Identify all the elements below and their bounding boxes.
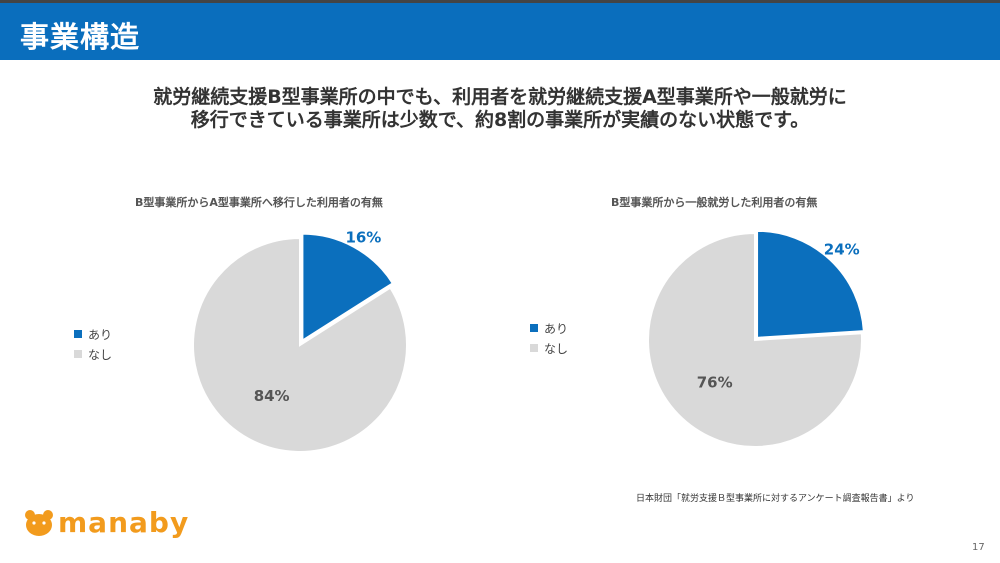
pie-slice-no	[647, 231, 863, 448]
pie-slice-yes	[756, 229, 865, 339]
chart-1-pie: 16% 84%	[192, 229, 408, 453]
legend-item-yes: あり	[530, 318, 568, 338]
subtitle-line-2: 移行できている事業所は少数で、約8割の事業所が実績のない状態です。	[190, 109, 810, 131]
page-number: 17	[972, 542, 985, 553]
legend-swatch-no	[530, 344, 538, 352]
brand-logo: manaby	[24, 506, 189, 539]
legend-label-yes: あり	[544, 321, 569, 336]
data-label-yes: 16%	[345, 229, 381, 247]
top-border	[0, 0, 1000, 3]
data-label-yes: 24%	[824, 241, 860, 259]
legend-label-no: なし	[544, 341, 569, 356]
legend-swatch-no	[74, 350, 82, 358]
source-note: 日本財団「就労支援Ｂ型事業所に対するアンケート調査報告書」より	[636, 494, 915, 504]
subtitle: 就労継続支援B型事業所の中でも、利用者を就労継続支援A型事業所や一般就労に 移行…	[60, 86, 940, 132]
bear-icon	[25, 509, 53, 536]
chart-2-pie: 24% 76%	[647, 229, 865, 448]
chart-1-legend: あり なし	[74, 324, 112, 364]
chart-2-legend: あり なし	[530, 318, 568, 358]
data-label-no: 76%	[697, 373, 733, 391]
legend-item-yes: あり	[74, 324, 112, 344]
legend-item-no: なし	[530, 338, 568, 358]
header-bar: 事業構造	[0, 3, 1000, 60]
chart-1-title: B型事業所からA型事業所へ移行した利用者の有無	[135, 196, 383, 209]
legend-label-yes: あり	[88, 327, 113, 342]
data-label-no: 84%	[254, 387, 290, 405]
subtitle-line-1: 就労継続支援B型事業所の中でも、利用者を就労継続支援A型事業所や一般就労に	[153, 86, 847, 108]
legend-label-no: なし	[88, 347, 113, 362]
legend-swatch-yes	[74, 330, 82, 338]
pie-slice-no	[192, 236, 408, 453]
legend-swatch-yes	[530, 324, 538, 332]
legend-item-no: なし	[74, 344, 112, 364]
logo-text: manaby	[58, 506, 190, 539]
pie-slice-yes	[301, 232, 395, 343]
chart-2-title: B型事業所から一般就労した利用者の有無	[611, 196, 818, 209]
page-title: 事業構造	[20, 20, 141, 54]
